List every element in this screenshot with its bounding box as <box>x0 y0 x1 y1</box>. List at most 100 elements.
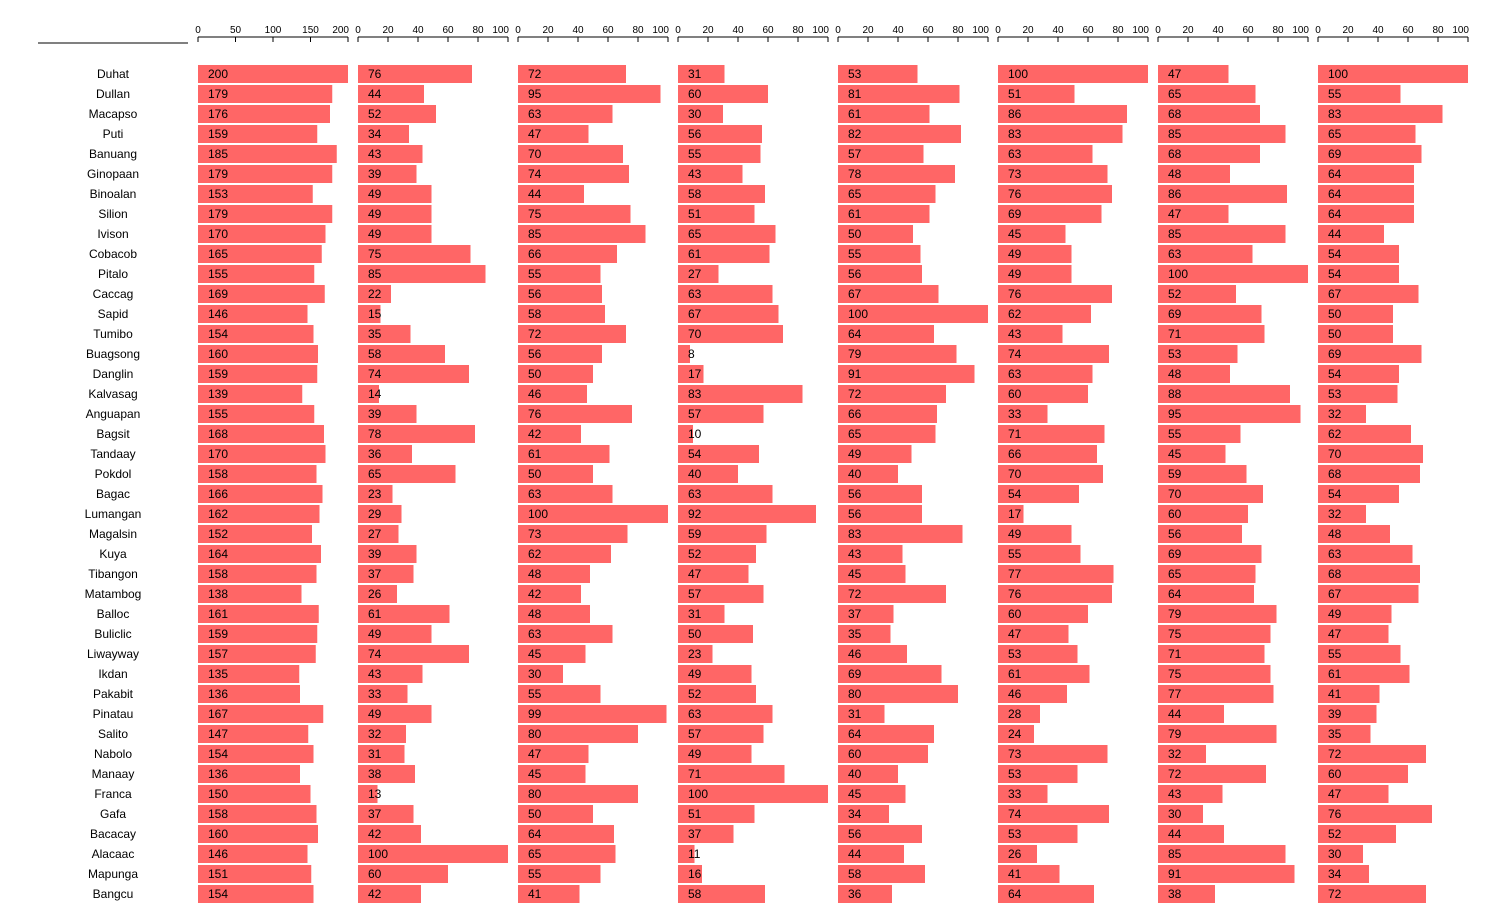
bar-value-label: 49 <box>368 227 382 241</box>
bar-value-label: 160 <box>208 347 228 361</box>
bar <box>358 365 469 383</box>
x-tick-label: 20 <box>382 25 394 36</box>
x-tick-label: 80 <box>952 25 964 36</box>
bar <box>678 365 704 383</box>
bar-value-label: 49 <box>1008 267 1022 281</box>
bar-value-label: 13 <box>368 787 382 801</box>
bar <box>998 605 1088 623</box>
category-label: Dullan <box>96 87 130 101</box>
bar-value-label: 39 <box>368 547 382 561</box>
bar <box>358 485 393 503</box>
x-tick-label: 60 <box>1402 25 1414 36</box>
bar <box>678 285 773 303</box>
bar-value-label: 146 <box>208 307 228 321</box>
bar-value-label: 48 <box>1328 527 1342 541</box>
bar-value-label: 47 <box>688 567 702 581</box>
bar <box>998 285 1112 303</box>
bar <box>998 165 1108 183</box>
bar-value-label: 100 <box>688 787 708 801</box>
bar <box>1158 465 1247 483</box>
bar <box>198 825 318 843</box>
bar <box>678 685 756 703</box>
category-label: Anguapan <box>86 407 141 421</box>
bar-value-label: 62 <box>1008 307 1022 321</box>
bar <box>1158 685 1274 703</box>
bar <box>358 745 405 763</box>
bar-value-label: 57 <box>848 147 862 161</box>
category-label: Alacaac <box>92 847 135 861</box>
bar <box>1158 885 1215 903</box>
bar-value-label: 45 <box>528 647 542 661</box>
category-label: Lumangan <box>85 507 142 521</box>
bar-value-label: 26 <box>368 587 382 601</box>
bar-value-label: 72 <box>1328 747 1342 761</box>
bar-value-label: 31 <box>688 607 702 621</box>
bar <box>358 65 472 83</box>
bar <box>1318 805 1432 823</box>
category-label: Buagsong <box>86 347 140 361</box>
bar-value-label: 50 <box>1328 307 1342 321</box>
x-tick-label: 40 <box>1212 25 1224 36</box>
bar <box>518 705 667 723</box>
bar-value-label: 45 <box>848 567 862 581</box>
bar-value-label: 33 <box>1008 407 1022 421</box>
bar-value-label: 28 <box>1008 707 1022 721</box>
bar-value-label: 52 <box>1168 287 1182 301</box>
bar <box>1158 385 1290 403</box>
bar <box>678 385 803 403</box>
bar <box>1158 145 1260 163</box>
x-tick-label: 60 <box>1082 25 1094 36</box>
bar <box>838 65 918 83</box>
bar-value-label: 50 <box>528 807 542 821</box>
bar-value-label: 76 <box>368 67 382 81</box>
bar-value-label: 44 <box>1168 707 1182 721</box>
bar-value-label: 49 <box>368 707 382 721</box>
category-label: Gafa <box>100 807 126 821</box>
bar-value-label: 147 <box>208 727 228 741</box>
bar <box>678 825 734 843</box>
x-tick-label: 100 <box>1132 25 1149 36</box>
bar-value-label: 63 <box>688 487 702 501</box>
bar-value-label: 47 <box>528 127 542 141</box>
bar-value-label: 30 <box>528 667 542 681</box>
bar <box>838 745 928 763</box>
bar <box>518 245 617 263</box>
category-label: Pakabit <box>93 687 134 701</box>
bar-value-label: 44 <box>528 187 542 201</box>
bar-value-label: 43 <box>368 147 382 161</box>
bar-value-label: 72 <box>1168 767 1182 781</box>
x-tick-label: 20 <box>542 25 554 36</box>
bar <box>1318 445 1423 463</box>
bar-value-label: 135 <box>208 667 228 681</box>
bar <box>998 485 1079 503</box>
bar-value-label: 63 <box>688 707 702 721</box>
bar <box>198 785 311 803</box>
bar-value-label: 59 <box>688 527 702 541</box>
bar <box>998 825 1078 843</box>
bar-value-label: 77 <box>1008 567 1022 581</box>
bar-value-label: 179 <box>208 87 228 101</box>
bar-value-label: 14 <box>368 387 382 401</box>
bar-value-label: 47 <box>1168 207 1182 221</box>
x-tick-label: 20 <box>1022 25 1034 36</box>
bar-value-label: 30 <box>1328 847 1342 861</box>
bar <box>1158 505 1248 523</box>
x-tick-label: 60 <box>762 25 774 36</box>
category-label: Pitalo <box>98 267 128 281</box>
bar <box>838 445 912 463</box>
bar <box>998 305 1091 323</box>
x-tick-label: 80 <box>472 25 484 36</box>
bar <box>1158 865 1295 883</box>
bar <box>838 865 925 883</box>
bar <box>198 345 318 363</box>
bar <box>518 565 590 583</box>
bar <box>1318 745 1426 763</box>
bar <box>358 305 381 323</box>
bar-value-label: 74 <box>368 367 382 381</box>
bar <box>518 305 605 323</box>
bar <box>198 185 313 203</box>
bar <box>358 605 450 623</box>
bar <box>1158 165 1230 183</box>
bar-value-label: 153 <box>208 187 228 201</box>
bar <box>1158 585 1254 603</box>
